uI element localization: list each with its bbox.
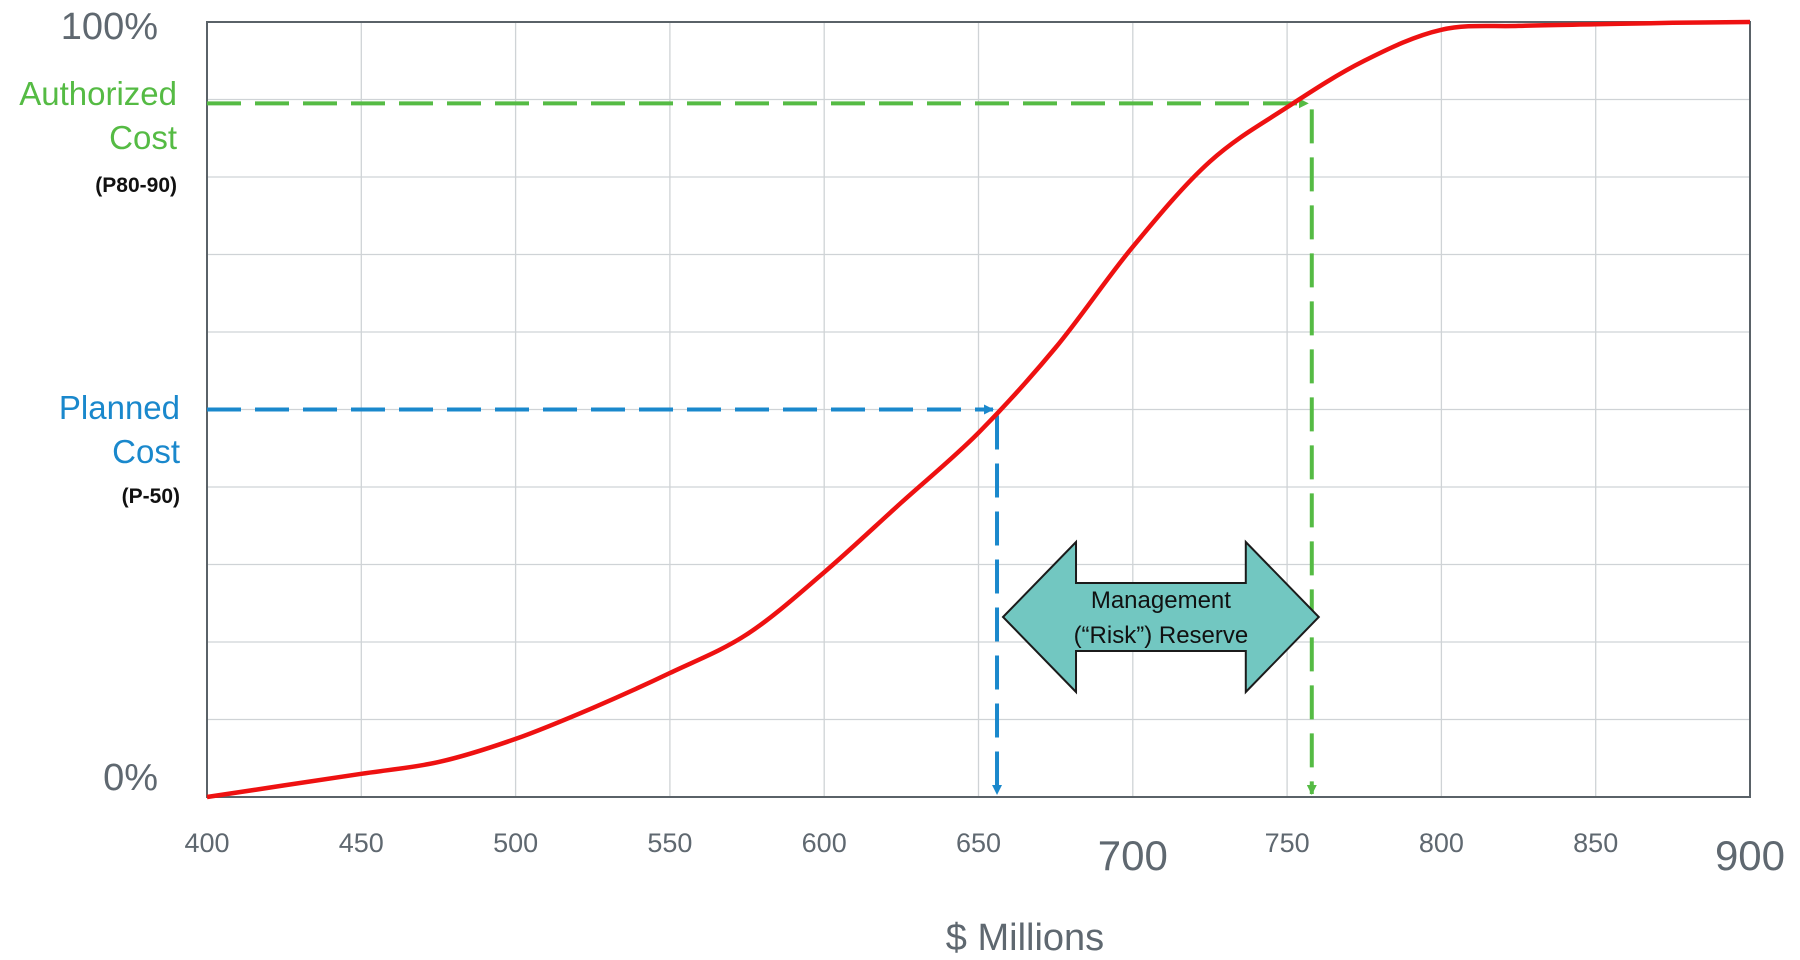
- reserve-label-line2: (“Risk”) Reserve: [1074, 622, 1249, 649]
- reserve-label-line1: Management: [1091, 587, 1231, 614]
- planned-cost-percentile: (P-50): [121, 485, 180, 508]
- y-tick-top: 100%: [60, 6, 158, 48]
- x-tick-label: 700: [1098, 832, 1168, 879]
- x-tick-label: 450: [339, 828, 384, 858]
- reserve-arrow-shape: [1001, 539, 1321, 695]
- x-axis-title: $ Millions: [946, 917, 1104, 959]
- marker-guides: [207, 98, 1317, 795]
- x-tick-label: 850: [1573, 828, 1618, 858]
- authorized-cost-label-line2: Cost: [109, 119, 177, 156]
- cumulative-cost-curve: [206, 19, 1751, 800]
- x-tick-label: 550: [647, 828, 692, 858]
- y-tick-bottom: 0%: [103, 757, 158, 799]
- x-tick-labels: 400 450 500 550 600 650 700 750 800 850 900: [184, 828, 1785, 879]
- reserve-arrow: Management (“Risk”) Reserve: [1001, 539, 1321, 695]
- x-tick-label: 600: [802, 828, 847, 858]
- x-tick-label: 900: [1715, 832, 1785, 879]
- x-tick-label: 500: [493, 828, 538, 858]
- x-tick-label: 400: [184, 828, 229, 858]
- planned-cost-label-line1: Planned: [58, 389, 180, 426]
- planned-cost-label-line2: Cost: [112, 433, 180, 470]
- authorized-cost-label-line1: Authorized: [19, 75, 177, 112]
- x-tick-label: 650: [956, 828, 1001, 858]
- authorized-cost-percentile: (P80-90): [95, 174, 177, 197]
- x-tick-label: 800: [1419, 828, 1464, 858]
- x-tick-label: 750: [1265, 828, 1310, 858]
